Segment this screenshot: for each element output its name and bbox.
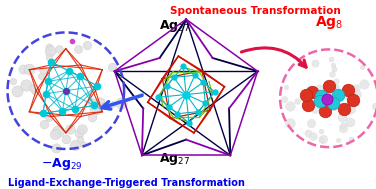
Text: Ag$_{27}$: Ag$_{27}$ (159, 151, 190, 167)
Text: Ligand-Exchange-Triggered Transformation: Ligand-Exchange-Triggered Transformation (8, 178, 244, 188)
Text: Spontaneous Transformation: Spontaneous Transformation (170, 6, 341, 16)
Text: $-$Ag$_{29}$: $-$Ag$_{29}$ (41, 156, 83, 172)
FancyArrowPatch shape (99, 94, 144, 109)
FancyArrowPatch shape (102, 95, 142, 109)
Text: Ag$_8$: Ag$_8$ (315, 14, 343, 31)
FancyArrowPatch shape (241, 48, 306, 67)
Text: Ag$_{27}$: Ag$_{27}$ (159, 19, 190, 34)
